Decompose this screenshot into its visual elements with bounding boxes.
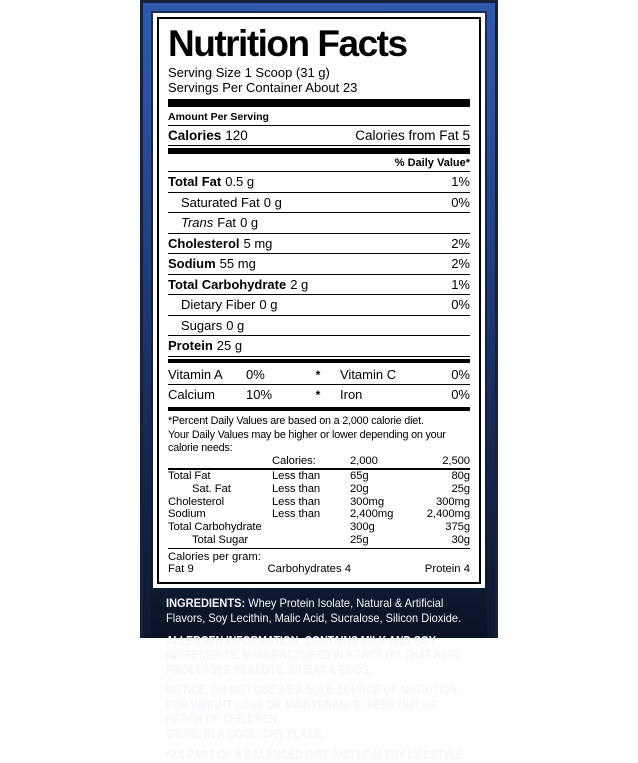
daily-value-table: Calories: 2,000 2,500 Total Fat Less tha… — [168, 455, 470, 546]
footnote-line1: *Percent Daily Values are based on a 2,0… — [168, 414, 424, 427]
micronutrient-row-minerals: Calcium 10% * Iron 0% — [168, 387, 470, 403]
divider-bar-medium — [168, 148, 470, 155]
trans-italic: Trans — [181, 215, 214, 231]
divider-bar-small — [168, 406, 470, 411]
supplement-label: Nutrition Facts Serving Size 1 Scoop (31… — [140, 0, 498, 762]
cpg-fat: Fat 9 — [168, 563, 194, 576]
nutrition-facts-title: Nutrition Facts — [168, 23, 408, 64]
divider-bar-thick — [168, 99, 470, 108]
dv-table-row: Cholesterol Less than 300mg 300mg — [168, 495, 470, 508]
dv-table-row: Sodium Less than 2,400mg 2,400mg — [168, 508, 470, 521]
asterisk-separator: * — [315, 388, 321, 403]
asterisk-separator: * — [315, 367, 321, 382]
label-background: Nutrition Facts Serving Size 1 Scoop (31… — [151, 11, 487, 762]
nutrient-row-cholesterol: Cholesterol 5 mg 2% — [168, 234, 470, 255]
cpg-protein: Protein 4 — [424, 563, 470, 576]
calories-from-fat: Calories from Fat 5 — [355, 128, 470, 144]
footnote-line2: Your Daily Values may be higher or lower… — [168, 429, 446, 455]
daily-value-header: % Daily Value* — [168, 156, 470, 173]
dv-table-row: Total Carbohydrate 300g 375g — [168, 521, 470, 533]
ingredients-paragraph: INGREDIENTS: Whey Protein Isolate, Natur… — [166, 595, 462, 626]
servings-per-container: Servings Per Container About 23 — [168, 79, 358, 95]
divider-bar-small — [168, 358, 470, 363]
notice-text: NOTICE: DO NOT USE AS A SOLE SOURCE OF N… — [166, 683, 458, 727]
ingredients-label: INGREDIENTS: — [166, 595, 246, 610]
nutrient-row-total-fat: Total Fat 0.5 g 1% — [168, 172, 470, 193]
nutrition-facts-panel: Nutrition Facts Serving Size 1 Scoop (31… — [153, 13, 485, 588]
nutrient-row-total-carbohydrate: Total Carbohydrate 2 g 1% — [168, 275, 470, 296]
calories-per-gram-label: Calories per gram: — [168, 551, 261, 564]
dv-table-row: Total Sugar 25g 30g — [192, 533, 470, 546]
nutrient-row-trans-fat: Trans Fat 0 g — [168, 213, 470, 234]
dv-table-header: Calories: 2,000 2,500 — [168, 455, 470, 471]
dv-table-row: Total Fat Less than 65g 80g — [168, 470, 470, 483]
calories-label: Calories 120 — [168, 128, 248, 144]
nutrition-facts-border: Nutrition Facts Serving Size 1 Scoop (31… — [157, 17, 481, 584]
calories-per-gram: Calories per gram: Fat 9 Carbohydrates 4… — [168, 548, 470, 577]
calories-row: Calories 120 Calories from Fat 5 — [168, 126, 470, 147]
nutrient-row-protein: Protein 25 g — [168, 336, 470, 357]
micronutrient-row-vitamins: Vitamin A 0% * Vitamin C 0% — [168, 365, 470, 386]
amount-per-serving: Amount Per Serving — [168, 110, 470, 127]
serving-size: Serving Size 1 Scoop (31 g) — [168, 65, 330, 80]
dv-table-row: Sat. Fat Less than 20g 25g — [192, 483, 470, 496]
label-info-area: INGREDIENTS: Whey Protein Isolate, Natur… — [153, 588, 485, 763]
storage-text: STORE IN A COOL, DRY PLACE. — [166, 726, 325, 741]
disclaimer-text: *AS PART OF A BALANCED DIET AND HEALTHY … — [166, 748, 464, 763]
cpg-carbohydrates: Carbohydrates 4 — [267, 563, 352, 576]
calories-value: 120 — [225, 128, 248, 144]
nutrient-row-saturated-fat: Saturated Fat 0 g 0% — [168, 193, 470, 214]
allergen-information: ALLERGEN INFORMATION: CONTAINS MILK AND … — [166, 633, 463, 677]
nutrient-row-dietary-fiber: Dietary Fiber 0 g 0% — [168, 295, 470, 316]
nutrient-row-sodium: Sodium 55 mg 2% — [168, 254, 470, 275]
nutrient-row-sugars: Sugars 0 g — [168, 316, 470, 337]
